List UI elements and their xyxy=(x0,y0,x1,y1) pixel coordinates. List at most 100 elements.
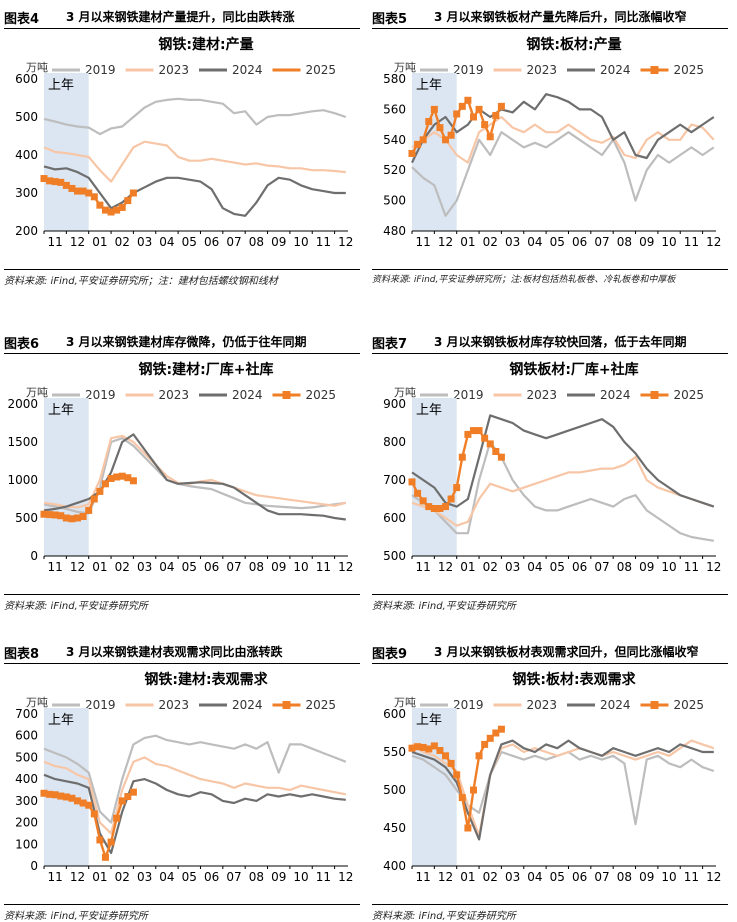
data-point-2025 xyxy=(57,792,65,800)
chart-panel-2: 图表5 3 月以来钢铁板材产量先降后升，同比涨幅收窄 钢铁:板材:产量 万吨 2019 2… xyxy=(372,5,728,285)
x-tick-label: 08 xyxy=(249,870,264,884)
y-tick-label: 500 xyxy=(15,511,38,525)
data-point-2025 xyxy=(85,506,93,514)
x-tick-label: 06 xyxy=(204,560,219,574)
chart-panel-6: 图表9 3 月以来钢铁板材表观需求回升，但同比涨幅收窄 钢铁:板材:表观需求 万吨 20… xyxy=(372,640,728,922)
data-point-2025 xyxy=(458,102,466,110)
source-divider xyxy=(4,269,360,270)
series-line-2024 xyxy=(411,414,715,508)
series-line-2019 xyxy=(43,734,347,824)
figure-number: 图表4 xyxy=(4,12,40,27)
x-tick-label: 10 xyxy=(661,235,676,249)
x-tick-label: 12 xyxy=(706,560,721,574)
legend-label-2023: 2023 xyxy=(159,63,190,77)
prior-year-label: 上年 xyxy=(416,403,442,418)
data-point-2025 xyxy=(486,734,494,742)
x-tick-label: 07 xyxy=(226,870,241,884)
y-tick-label: 0 xyxy=(30,549,38,563)
chart-panel-4: 图表7 3 月以来钢铁板材库存较快回落，低于去年同期 钢铁板材:厂库+社库 万吨 201… xyxy=(372,330,728,612)
figure-number: 图表8 xyxy=(4,647,40,662)
x-tick-label: 10 xyxy=(293,560,308,574)
prior-year-label: 上年 xyxy=(48,78,74,93)
series-line-2019 xyxy=(43,97,347,136)
x-tick-label: 11 xyxy=(316,235,331,249)
x-tick-label: 10 xyxy=(293,235,308,249)
data-point-2025 xyxy=(51,511,59,519)
x-tick-label: 12 xyxy=(338,560,353,574)
y-axis-unit: 万吨 xyxy=(26,386,48,399)
prior-year-label: 上年 xyxy=(48,713,74,728)
data-point-2025 xyxy=(442,752,450,760)
data-point-2025 xyxy=(101,206,109,214)
data-point-2025 xyxy=(74,797,82,805)
data-point-2025 xyxy=(96,201,104,209)
y-tick-label: 400 xyxy=(383,859,406,873)
x-tick-label: 02 xyxy=(483,870,498,884)
x-tick-label: 09 xyxy=(639,235,654,249)
x-tick-label: 07 xyxy=(226,560,241,574)
x-tick-label: 12 xyxy=(438,235,453,249)
data-point-2025 xyxy=(113,814,121,822)
data-point-2025 xyxy=(475,427,483,435)
legend-label-2019: 2019 xyxy=(453,63,484,77)
x-tick-label: 09 xyxy=(271,235,286,249)
legend-label-2019: 2019 xyxy=(453,388,484,402)
data-point-2025 xyxy=(492,729,500,737)
figure-caption: 3 月以来钢铁建材表观需求同比由涨转跌 xyxy=(66,645,283,659)
y-tick-label: 900 xyxy=(383,397,406,411)
x-tick-label: 07 xyxy=(594,235,609,249)
data-point-2025 xyxy=(475,105,483,113)
legend-label-2019: 2019 xyxy=(85,388,116,402)
y-axis-unit: 万吨 xyxy=(394,386,416,399)
data-point-2025 xyxy=(129,189,137,197)
data-point-2025 xyxy=(453,771,461,779)
x-tick-label: 12 xyxy=(70,235,85,249)
chart-title: 钢铁板材:厂库+社库 xyxy=(509,361,638,378)
data-point-2025 xyxy=(68,794,76,802)
y-tick-label: 700 xyxy=(383,473,406,487)
legend-marker-2025 xyxy=(282,391,291,399)
chart-title: 钢铁:建材:厂库+社库 xyxy=(139,361,274,378)
x-tick-label: 03 xyxy=(505,560,520,574)
x-tick-label: 08 xyxy=(249,235,264,249)
x-tick-label: 11 xyxy=(684,235,699,249)
data-point-2025 xyxy=(442,503,450,511)
data-point-2025 xyxy=(90,495,98,503)
y-tick-label: 400 xyxy=(15,148,38,162)
figure-caption: 3 月以来钢铁板材库存较快回落，低于去年同期 xyxy=(434,335,687,349)
x-tick-label: 03 xyxy=(137,560,152,574)
data-point-2025 xyxy=(497,453,505,461)
chart-panel-5: 图表8 3 月以来钢铁建材表观需求同比由涨转跌 钢铁:建材:表观需求 万吨 2019 20… xyxy=(4,640,360,922)
x-tick-label: 11 xyxy=(416,235,431,249)
source-note: 资料来源: iFind,平安证券研究所 xyxy=(4,601,148,612)
data-point-2025 xyxy=(40,510,48,518)
source-divider xyxy=(372,904,728,905)
x-tick-label: 02 xyxy=(115,870,130,884)
y-tick-label: 480 xyxy=(383,224,406,238)
series-line-2019 xyxy=(411,131,715,217)
data-point-2025 xyxy=(414,140,422,148)
chart-panel-3: 图表6 3 月以来钢铁建材库存微降，仍低于往年同期 钢铁:建材:厂库+社库 万吨 201… xyxy=(4,330,360,612)
x-tick-label: 04 xyxy=(527,560,542,574)
y-tick-label: 500 xyxy=(383,549,406,563)
series-line-2023 xyxy=(411,739,715,837)
x-tick-label: 05 xyxy=(182,560,197,574)
data-point-2025 xyxy=(118,203,126,211)
legend-label-2025: 2025 xyxy=(306,698,337,712)
legend-label-2024: 2024 xyxy=(232,63,263,77)
y-axis-unit: 万吨 xyxy=(394,696,416,709)
data-point-2025 xyxy=(90,193,98,201)
figure-number: 图表6 xyxy=(4,337,40,352)
data-point-2025 xyxy=(79,799,87,807)
chart-panel-1: 图表4 3 月以来钢铁建材产量提升，同比由跌转涨 钢铁:建材:产量 万吨 2019 202… xyxy=(4,5,360,287)
figure-caption: 3 月以来钢铁板材产量先降后升，同比涨幅收窄 xyxy=(434,10,687,24)
x-tick-label: 01 xyxy=(460,560,475,574)
data-point-2025 xyxy=(475,752,483,760)
legend-label-2023: 2023 xyxy=(159,698,190,712)
data-point-2025 xyxy=(96,487,104,495)
data-point-2025 xyxy=(113,473,121,481)
data-point-2025 xyxy=(79,187,87,195)
x-tick-label: 07 xyxy=(594,560,609,574)
